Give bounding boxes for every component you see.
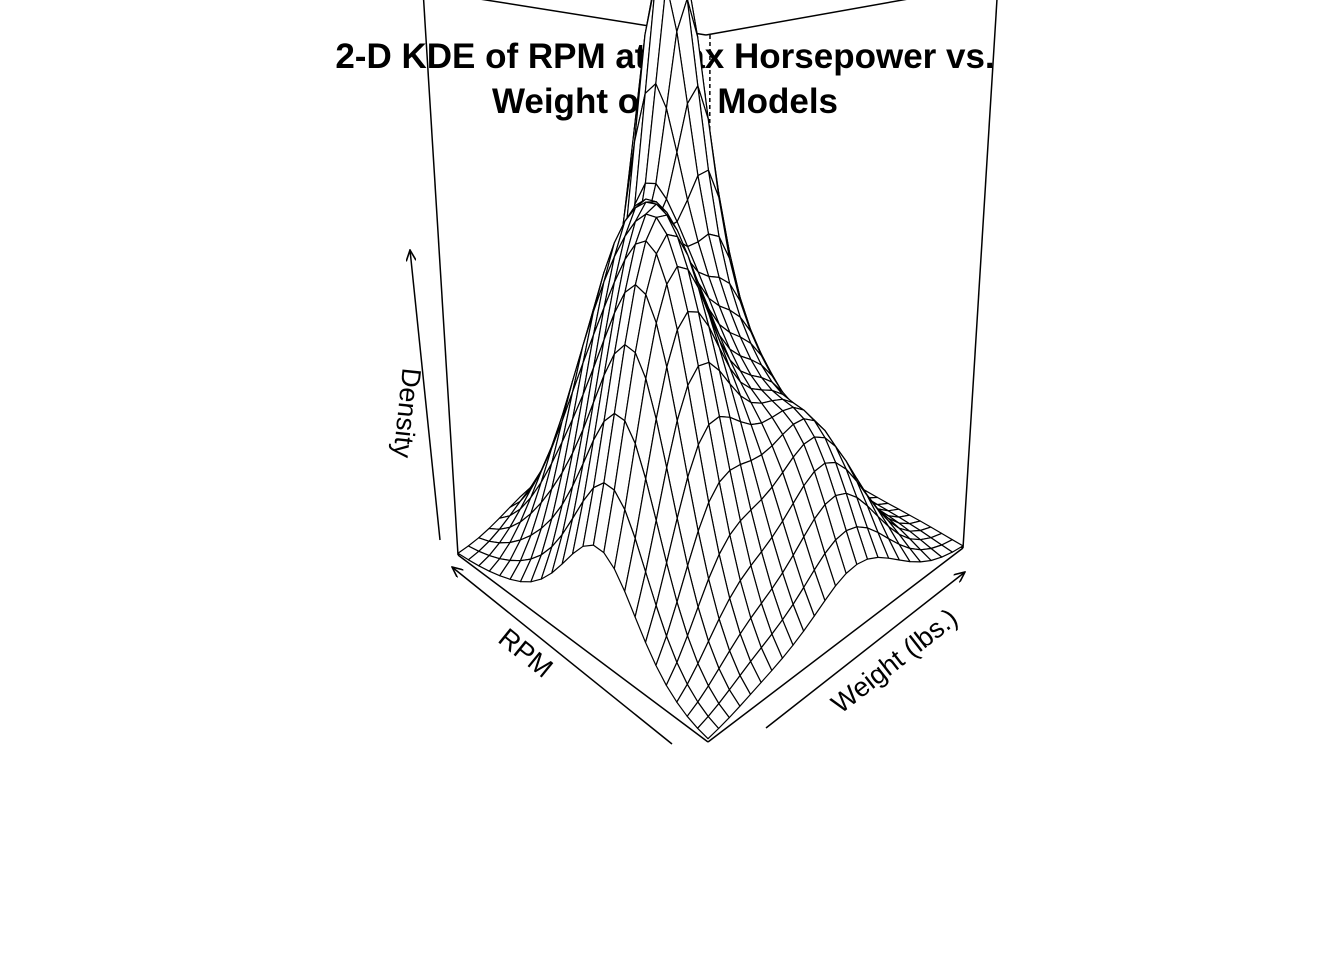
floor-edge-front-left [457, 554, 709, 743]
box-edge-right-vertical [962, 0, 998, 549]
rpm-axis-arrow [452, 567, 673, 745]
density-axis-label: Density [387, 367, 426, 460]
floor-edge-front-right [707, 547, 964, 743]
bounding-box-front [457, 547, 964, 743]
box-edge-left-vertical [422, 0, 459, 556]
density-surface [457, 0, 964, 740]
box-edge-top-right [705, 0, 907, 36]
density-axis-arrow [410, 250, 441, 541]
weight-axis-label: Weight (lbs.) [826, 603, 963, 720]
surface-facet [696, 715, 720, 740]
weight-axis-arrow [765, 572, 965, 729]
rpm-axis-label: RPM [493, 622, 559, 683]
